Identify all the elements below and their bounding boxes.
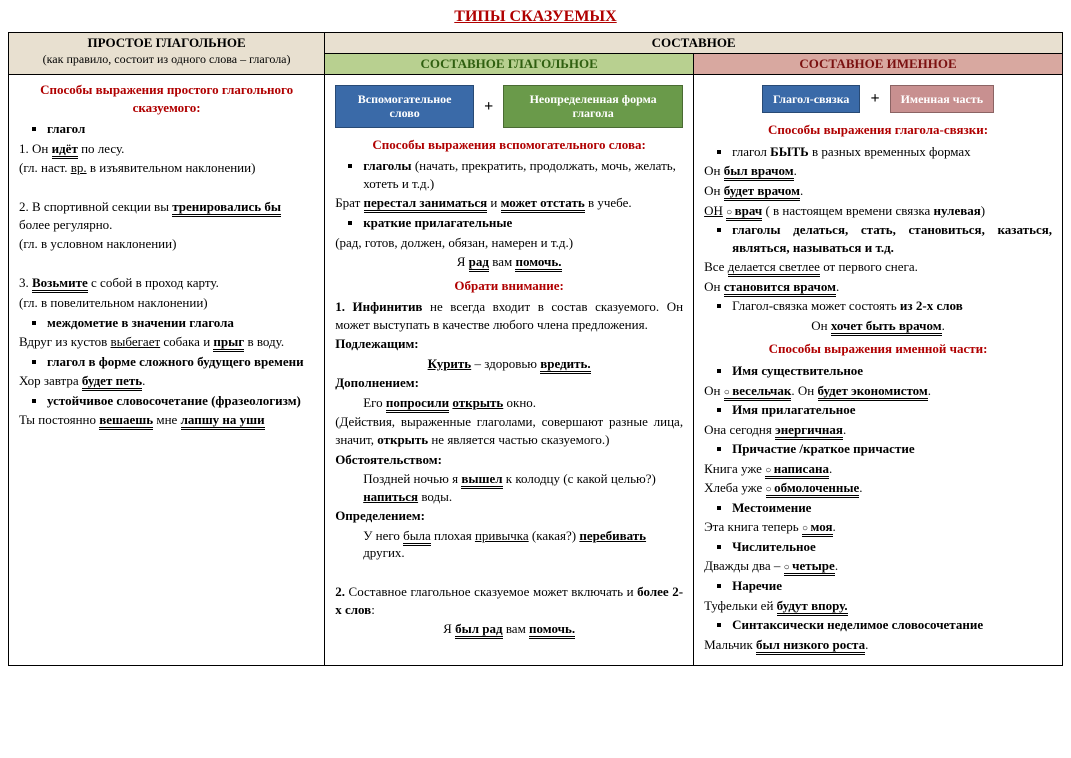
hdr-compound-verbal: СОСТАВНОЕ ГЛАГОЛЬНОЕ (325, 54, 694, 75)
c3-n3e2: Хлеба уже обмолоченные. (704, 479, 1052, 497)
c3-n4e: Эта книга теперь моя. (704, 518, 1052, 536)
c2-plus: + (484, 96, 493, 118)
main-title: ТИПЫ СКАЗУЕМЫХ (8, 8, 1063, 26)
c1-l1: 1. Он идёт по лесу. (19, 140, 314, 158)
c1-l3: 3. Возьмите с собой в проход карту. (19, 274, 314, 292)
c2-p2: Курить – здоровью вредить. (335, 355, 683, 373)
c1-l2n: (гл. в условном наклонении) (19, 235, 314, 253)
c3-l3: ОН врач ( в настоящем времени связка нул… (704, 202, 1052, 220)
hdr-simple: ПРОСТОЕ ГЛАГОЛЬНОЕ (как правило, состоит… (9, 33, 325, 75)
c2-p5a: Определением: (335, 507, 683, 525)
c3-l4: Все делается светлее от первого снега. (704, 258, 1052, 276)
c3-l6: Он хочет быть врачом. (704, 317, 1052, 335)
c3-box2: Именная часть (890, 85, 995, 113)
c3-n3: Причастие /краткое причастие (732, 440, 1052, 458)
c2-p3a: Дополнением: (335, 374, 683, 392)
c2-p2a: Подлежащим: (335, 335, 683, 353)
c1-l4: Вдруг из кустов выбегает собака и прыг в… (19, 333, 314, 351)
c3-l2: Он будет врачом. (704, 182, 1052, 200)
c3-head2: Способы выражения именной части: (704, 340, 1052, 358)
c3-head1: Способы выражения глагола-связки: (704, 121, 1052, 139)
c1-head: Способы выражения простого глагольного с… (19, 81, 314, 116)
c3-boxes: Глагол-связка + Именная часть (704, 85, 1052, 113)
c3-n7e: Мальчик был низкого роста. (704, 636, 1052, 654)
c2-b2t: (рад, готов, должен, обязан, намерен и т… (335, 234, 683, 252)
hdr-simple-sub: (как правило, состоит из одного слова – … (43, 52, 291, 66)
c1-b4: устойчивое словосочетание (фразеологизм) (47, 392, 314, 410)
c1-b2: междометие в значении глагола (47, 314, 314, 332)
c1-l5: Хор завтра будет петь. (19, 372, 314, 390)
c3-n2e: Она сегодня энергичная. (704, 421, 1052, 439)
c3-l1: Он был врачом. (704, 162, 1052, 180)
c3-n6: Наречие (732, 577, 1052, 595)
c3-plus: + (870, 88, 879, 110)
c2-head2: Обрати внимание: (335, 277, 683, 295)
predicate-types-table: ПРОСТОЕ ГЛАГОЛЬНОЕ (как правило, состоит… (8, 32, 1063, 666)
c2-b1: глаголы (начать, прекратить, продолжать,… (363, 157, 683, 192)
c3-n5: Числительное (732, 538, 1052, 556)
c1-l2: 2. В спортивной секции вы тренировались … (19, 198, 314, 233)
c3-n3e1: Книга уже написана. (704, 460, 1052, 478)
c3-n7: Синтаксически неделимое словосочетание (732, 616, 1052, 634)
c2-p6: 2. Составное глагольное сказуемое может … (335, 583, 683, 618)
c2-p6e: Я был рад вам помочь. (335, 620, 683, 638)
c3-b2: глаголы делаться, стать, становиться, ка… (732, 221, 1052, 256)
c3-n4: Местоимение (732, 499, 1052, 517)
col-compound-verbal: Вспомогательное слово + Неопределенная ф… (325, 75, 694, 666)
c2-p1: 1. Инфинитив не всегда входит в состав с… (335, 298, 683, 333)
c2-p5: У него была плохая привычка (какая?) пер… (363, 527, 683, 562)
c3-n1e: Он весельчак. Он будет экономистом. (704, 382, 1052, 400)
c2-l1: Брат перестал заниматься и может отстать… (335, 194, 683, 212)
c3-b1: глагол БЫТЬ в разных временных формах (732, 143, 1052, 161)
c2-p4: Поздней ночью я вышел к колодцу (с какой… (363, 470, 683, 505)
c3-b3: Глагол-связка может состоять из 2-х слов (732, 297, 1052, 315)
c2-box2: Неопределенная форма глагола (503, 85, 683, 128)
c3-n1: Имя существительное (732, 362, 1052, 380)
c2-l2: Я рад вам помочь. (335, 253, 683, 271)
col-simple: Способы выражения простого глагольного с… (9, 75, 325, 666)
c1-l3n: (гл. в повелительном наклонении) (19, 294, 314, 312)
c3-box1: Глагол-связка (762, 85, 860, 113)
c3-n2: Имя прилагательное (732, 401, 1052, 419)
c3-n5e: Дважды два – четыре. (704, 557, 1052, 575)
c2-p4a: Обстоятельством: (335, 451, 683, 469)
c1-b3: глагол в форме сложного будущего времени (47, 353, 314, 371)
col-compound-nominal: Глагол-связка + Именная часть Способы вы… (694, 75, 1063, 666)
c2-head1: Способы выражения вспомогательного слова… (335, 136, 683, 154)
hdr-compound: СОСТАВНОЕ (325, 33, 1063, 54)
hdr-compound-nominal: СОСТАВНОЕ ИМЕННОЕ (694, 54, 1063, 75)
c3-n6e: Туфельки ей будут впору. (704, 597, 1052, 615)
c2-box1: Вспомогательное слово (335, 85, 474, 128)
c3-l5: Он становится врачом. (704, 278, 1052, 296)
c1-l6: Ты постоянно вешаешь мне лапшу на уши (19, 411, 314, 429)
hdr-simple-title: ПРОСТОЕ ГЛАГОЛЬНОЕ (88, 35, 246, 50)
c1-b1: глагол (47, 120, 314, 138)
c1-l1n: (гл. наст. вр. в изъявительном наклонени… (19, 159, 314, 177)
c2-b2: краткие прилагательные (363, 214, 683, 232)
c2-p3n: (Действия, выраженные глаголами, соверша… (335, 413, 683, 448)
c2-p3: Его попросили открыть окно. (363, 394, 683, 412)
c2-boxes: Вспомогательное слово + Неопределенная ф… (335, 85, 683, 128)
